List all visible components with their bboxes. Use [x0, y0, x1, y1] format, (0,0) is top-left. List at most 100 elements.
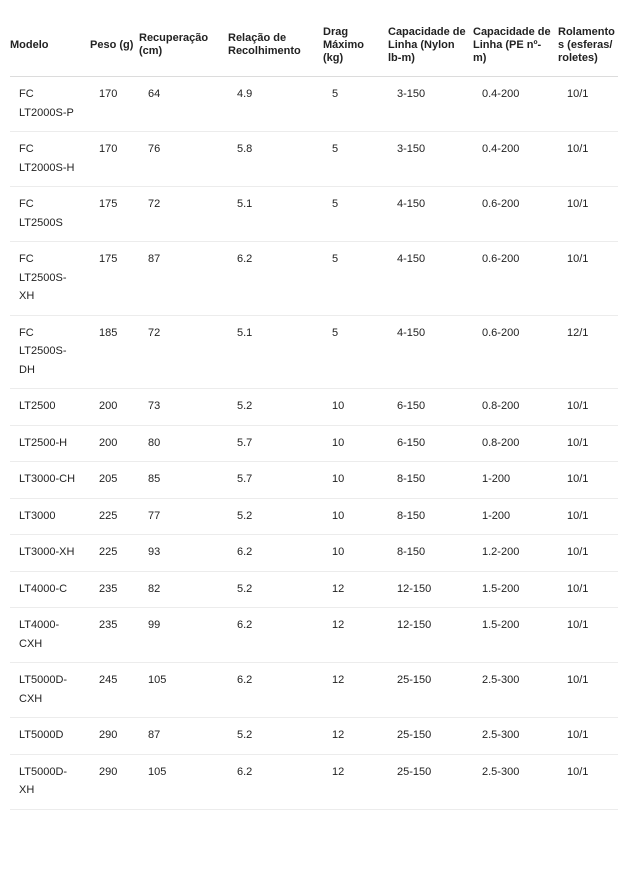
cell-max-drag: 10 [323, 425, 388, 462]
cell-bearings: 10/1 [558, 607, 618, 663]
cell-gear-ratio: 5.1 [228, 315, 323, 389]
cell-bearings: 10/1 [558, 76, 618, 132]
column-header-nylon-capacity: Capacidade de Linha (Nylon lb-m) [388, 14, 473, 77]
cell-bearings: 10/1 [558, 754, 618, 810]
column-header-bearings: Rolamentos (esferas/ roletes) [558, 14, 618, 77]
cell-bearings: 10/1 [558, 662, 618, 718]
cell-retrieve: 105 [139, 754, 228, 810]
cell-gear-ratio: 5.2 [228, 717, 323, 755]
cell-gear-ratio: 5.2 [228, 498, 323, 535]
cell-pe-capacity: 0.8-200 [473, 388, 558, 426]
cell-bearings: 10/1 [558, 571, 618, 608]
cell-nylon-capacity: 4-150 [388, 241, 473, 316]
cell-bearings: 10/1 [558, 534, 618, 572]
cell-nylon-capacity: 6-150 [388, 388, 473, 426]
cell-pe-capacity: 0.4-200 [473, 76, 558, 132]
cell-nylon-capacity: 12-150 [388, 607, 473, 663]
cell-model: LT3000-CH [10, 461, 90, 499]
cell-weight: 175 [90, 186, 139, 242]
cell-bearings: 10/1 [558, 717, 618, 755]
cell-weight: 170 [90, 76, 139, 132]
cell-gear-ratio: 5.8 [228, 131, 323, 187]
column-header-weight: Peso (g) [90, 14, 139, 77]
cell-model: LT5000D-XH [10, 754, 90, 810]
cell-retrieve: 82 [139, 571, 228, 608]
cell-nylon-capacity: 6-150 [388, 425, 473, 462]
column-header-model: Modelo [10, 14, 90, 77]
cell-max-drag: 12 [323, 754, 388, 810]
cell-max-drag: 5 [323, 186, 388, 242]
cell-model: FC LT2500S-DH [10, 315, 90, 389]
cell-gear-ratio: 4.9 [228, 76, 323, 132]
cell-nylon-capacity: 12-150 [388, 571, 473, 608]
cell-weight: 225 [90, 498, 139, 535]
cell-pe-capacity: 0.8-200 [473, 425, 558, 462]
cell-retrieve: 80 [139, 425, 228, 462]
table-row: FC LT2000S-H 170 76 5.8 5 3-150 0.4-200 10/1 [10, 131, 618, 187]
cell-weight: 235 [90, 607, 139, 663]
cell-pe-capacity: 0.6-200 [473, 241, 558, 316]
cell-pe-capacity: 1.2-200 [473, 534, 558, 572]
cell-nylon-capacity: 3-150 [388, 76, 473, 132]
cell-pe-capacity: 2.5-300 [473, 717, 558, 755]
cell-max-drag: 5 [323, 241, 388, 316]
cell-max-drag: 10 [323, 461, 388, 499]
cell-pe-capacity: 1.5-200 [473, 571, 558, 608]
cell-model: FC LT2500S-XH [10, 241, 90, 316]
cell-weight: 175 [90, 241, 139, 316]
cell-nylon-capacity: 8-150 [388, 534, 473, 572]
cell-gear-ratio: 5.2 [228, 571, 323, 608]
cell-retrieve: 105 [139, 662, 228, 718]
cell-model: FC LT2500S [10, 186, 90, 242]
cell-gear-ratio: 5.2 [228, 388, 323, 426]
cell-pe-capacity: 1-200 [473, 498, 558, 535]
table-row: LT5000D-CXH 245 105 6.2 12 25-150 2.5-300 10/1 [10, 662, 618, 718]
column-header-pe-capacity: Capacidade de Linha (PE nº-m) [473, 14, 558, 77]
table-row: LT4000-C 235 82 5.2 12 12-150 1.5-200 10/1 [10, 571, 618, 608]
cell-retrieve: 72 [139, 315, 228, 389]
cell-model: FC LT2000S-P [10, 76, 90, 132]
cell-pe-capacity: 2.5-300 [473, 662, 558, 718]
cell-retrieve: 73 [139, 388, 228, 426]
cell-gear-ratio: 6.2 [228, 607, 323, 663]
cell-weight: 200 [90, 425, 139, 462]
cell-bearings: 10/1 [558, 131, 618, 187]
table-row: FC LT2500S 175 72 5.1 5 4-150 0.6-200 10/1 [10, 186, 618, 242]
cell-weight: 245 [90, 662, 139, 718]
cell-retrieve: 76 [139, 131, 228, 187]
cell-max-drag: 10 [323, 534, 388, 572]
cell-max-drag: 12 [323, 607, 388, 663]
cell-nylon-capacity: 4-150 [388, 315, 473, 389]
cell-weight: 170 [90, 131, 139, 187]
cell-bearings: 10/1 [558, 388, 618, 426]
specs-table: Modelo Peso (g) Recuperação (cm) Relação de… [10, 14, 618, 810]
cell-model: LT3000-XH [10, 534, 90, 572]
cell-weight: 290 [90, 717, 139, 755]
table-row: LT3000 225 77 5.2 10 8-150 1-200 10/1 [10, 498, 618, 535]
cell-weight: 290 [90, 754, 139, 810]
cell-retrieve: 77 [139, 498, 228, 535]
cell-gear-ratio: 5.7 [228, 461, 323, 499]
cell-weight: 235 [90, 571, 139, 608]
table-row: LT2500-H 200 80 5.7 10 6-150 0.8-200 10/1 [10, 425, 618, 462]
cell-bearings: 10/1 [558, 461, 618, 499]
cell-gear-ratio: 6.2 [228, 241, 323, 316]
cell-max-drag: 10 [323, 388, 388, 426]
table-row: LT5000D 290 87 5.2 12 25-150 2.5-300 10/1 [10, 717, 618, 755]
cell-pe-capacity: 1.5-200 [473, 607, 558, 663]
cell-pe-capacity: 1-200 [473, 461, 558, 499]
table-row: FC LT2500S-DH 185 72 5.1 5 4-150 0.6-200 12/1 [10, 315, 618, 389]
cell-bearings: 12/1 [558, 315, 618, 389]
cell-bearings: 10/1 [558, 498, 618, 535]
cell-nylon-capacity: 8-150 [388, 498, 473, 535]
column-header-gear-ratio: Relação de Recolhimento [228, 14, 323, 77]
cell-max-drag: 5 [323, 76, 388, 132]
cell-nylon-capacity: 25-150 [388, 754, 473, 810]
header-row: Modelo Peso (g) Recuperação (cm) Relação de… [10, 14, 618, 77]
cell-weight: 185 [90, 315, 139, 389]
cell-max-drag: 10 [323, 498, 388, 535]
cell-weight: 200 [90, 388, 139, 426]
column-header-retrieve: Recuperação (cm) [139, 14, 228, 77]
cell-pe-capacity: 0.4-200 [473, 131, 558, 187]
cell-model: LT3000 [10, 498, 90, 535]
